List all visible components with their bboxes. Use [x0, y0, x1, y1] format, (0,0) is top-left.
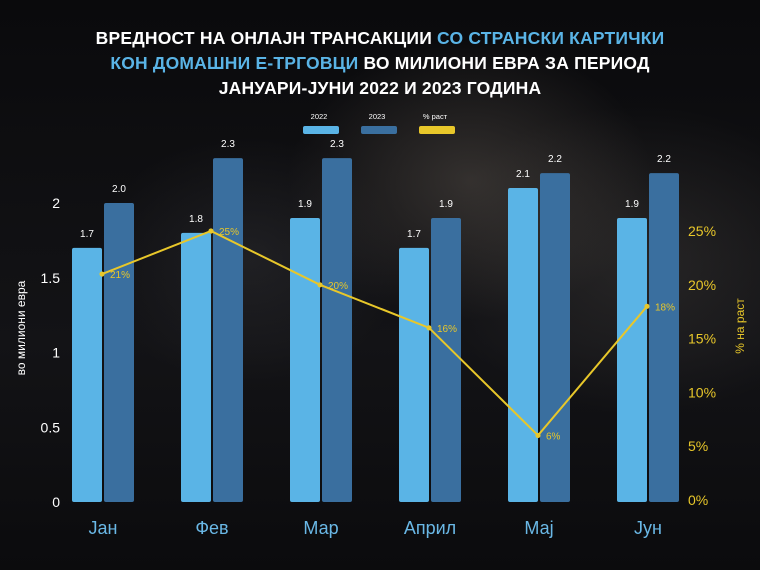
- x-tick-label: Мар: [303, 518, 338, 538]
- bar-value-label: 1.8: [189, 214, 203, 225]
- bar-value-label: 2.3: [330, 139, 344, 150]
- bar-2022-1: [181, 232, 211, 502]
- bar-value-label: 2.2: [657, 154, 671, 165]
- bar-value-label: 1.7: [80, 229, 94, 240]
- growth-point-5: [644, 303, 650, 309]
- bar-value-label: 1.9: [439, 199, 453, 210]
- bar-value-label: 1.9: [298, 199, 312, 210]
- x-tick-label: Јун: [634, 518, 662, 538]
- growth-value-label: 18%: [655, 302, 675, 313]
- y-tick-label: 1.5: [41, 270, 61, 286]
- y2-tick-label: 25%: [688, 223, 716, 239]
- title-line3: ЈАНУАРИ-ЈУНИ 2022 И 2023 ГОДИНА: [218, 78, 542, 98]
- y2-axis-label: % на раст: [733, 298, 747, 354]
- title-line1-highlight: СО СТРАНСКИ КАРТИЧКИ: [437, 28, 665, 48]
- bar-2022-2: [290, 217, 320, 502]
- bar-value-label: 1.7: [407, 229, 421, 240]
- bar-2022-3: [399, 247, 429, 502]
- y2-tick-label: 5%: [688, 438, 708, 454]
- bar-2023-2: [322, 158, 352, 502]
- growth-point-3: [426, 325, 432, 331]
- y-tick-label: 1: [52, 345, 60, 361]
- bar-2023-0: [104, 203, 134, 502]
- growth-point-0: [99, 271, 105, 277]
- y-tick-label: 0.5: [41, 419, 61, 435]
- x-tick-label: Јан: [89, 518, 118, 538]
- bar-2023-1: [213, 158, 243, 502]
- bar-2023-4: [540, 173, 570, 502]
- chart-title: ВРЕДНОСТ НА ОНЛАЈН ТРАНСАКЦИИ СО СТРАНСК…: [0, 26, 760, 101]
- y2-tick-label: 10%: [688, 384, 716, 400]
- x-tick-label: Фев: [195, 518, 228, 538]
- legend-label-1: 2023: [369, 112, 386, 121]
- bar-value-label: 2.1: [516, 169, 530, 180]
- bar-value-label: 1.9: [625, 199, 639, 210]
- bar-value-label: 2.0: [112, 184, 126, 195]
- growth-value-label: 6%: [546, 431, 561, 442]
- growth-value-label: 25%: [219, 227, 239, 238]
- bar-2022-0: [72, 247, 102, 502]
- growth-value-label: 16%: [437, 324, 457, 335]
- bar-2023-5: [649, 173, 679, 502]
- bar-value-label: 2.2: [548, 154, 562, 165]
- title-line2-highlight: КОН ДОМАШНИ Е-ТРГОВЦИ: [110, 53, 359, 73]
- legend-swatch-1: [361, 126, 397, 134]
- y-tick-label: 2: [52, 195, 60, 211]
- title-line2-white: ВО МИЛИОНИ ЕВРА ЗА ПЕРИОД: [358, 53, 650, 73]
- growth-value-label: 20%: [328, 281, 348, 292]
- bar-value-label: 2.3: [221, 139, 235, 150]
- growth-point-4: [535, 432, 541, 439]
- legend-swatch-2: [419, 126, 455, 134]
- bar-2023-3: [431, 217, 461, 502]
- growth-line: [101, 229, 648, 437]
- y2-tick-label: 20%: [688, 277, 716, 293]
- growth-point-1: [208, 228, 214, 234]
- y2-tick-label: 15%: [688, 331, 716, 347]
- x-tick-label: Април: [404, 518, 456, 538]
- legend-label-0: 2022: [311, 112, 328, 121]
- y-axis-label: во милиони евра: [14, 280, 28, 375]
- legend-swatch-0: [303, 126, 339, 134]
- legend-label-2: % раст: [423, 112, 448, 121]
- growth-point-2: [317, 282, 323, 288]
- x-tick-label: Мај: [524, 518, 553, 538]
- bar-2022-5: [617, 217, 647, 502]
- y-tick-label: 0: [52, 494, 60, 510]
- title-line1-white: ВРЕДНОСТ НА ОНЛАЈН ТРАНСАКЦИИ: [95, 28, 438, 48]
- y2-tick-label: 0%: [688, 492, 708, 508]
- growth-value-label: 21%: [110, 270, 130, 281]
- bar-2022-4: [508, 188, 538, 503]
